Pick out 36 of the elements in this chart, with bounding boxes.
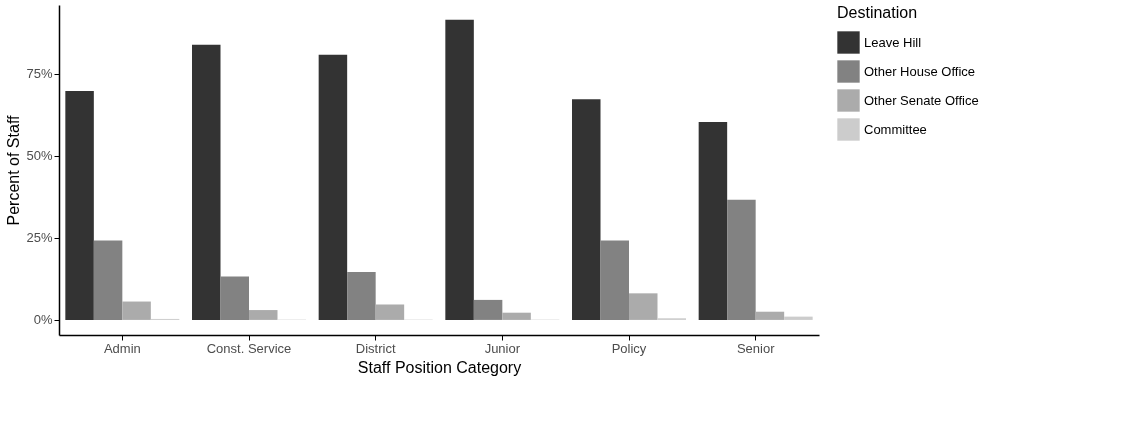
bar bbox=[375, 304, 405, 320]
bar bbox=[249, 310, 278, 320]
bar bbox=[192, 44, 221, 320]
x-tick-label: Const. Service bbox=[206, 340, 292, 356]
legend-label: Leave Hill bbox=[864, 34, 922, 50]
bar bbox=[93, 240, 123, 320]
legend-label: Other Senate Office bbox=[864, 92, 979, 108]
legend-label: Committee bbox=[864, 121, 927, 137]
bar bbox=[220, 276, 249, 320]
bar bbox=[784, 316, 813, 320]
x-tick-label: Senior bbox=[736, 340, 776, 356]
bar bbox=[347, 272, 376, 320]
bar bbox=[473, 299, 503, 320]
x-tick-label: District bbox=[355, 340, 396, 356]
x-tick-label: Policy bbox=[611, 340, 647, 356]
y-tick-label: 75% bbox=[26, 66, 53, 82]
bar bbox=[572, 99, 601, 320]
bar bbox=[65, 90, 94, 320]
x-axis-title: Staff Position Category bbox=[357, 358, 522, 376]
bar bbox=[755, 311, 785, 320]
bar bbox=[600, 240, 629, 320]
bar bbox=[122, 301, 151, 320]
bar bbox=[727, 199, 756, 320]
y-tick-label: 0% bbox=[33, 312, 53, 328]
bar bbox=[698, 122, 728, 320]
y-tick-label: 25% bbox=[26, 230, 53, 246]
bar bbox=[445, 19, 474, 320]
legend-title: Destination bbox=[837, 4, 918, 21]
bar bbox=[318, 54, 348, 320]
x-tick-label: Junior bbox=[484, 340, 521, 356]
y-axis-title: Percent of Staff bbox=[5, 114, 23, 226]
bar bbox=[502, 312, 531, 320]
y-tick-label: 50% bbox=[26, 148, 53, 164]
x-tick-label: Admin bbox=[103, 340, 141, 356]
legend-label: Other House Office bbox=[864, 63, 976, 79]
bar bbox=[629, 293, 658, 320]
